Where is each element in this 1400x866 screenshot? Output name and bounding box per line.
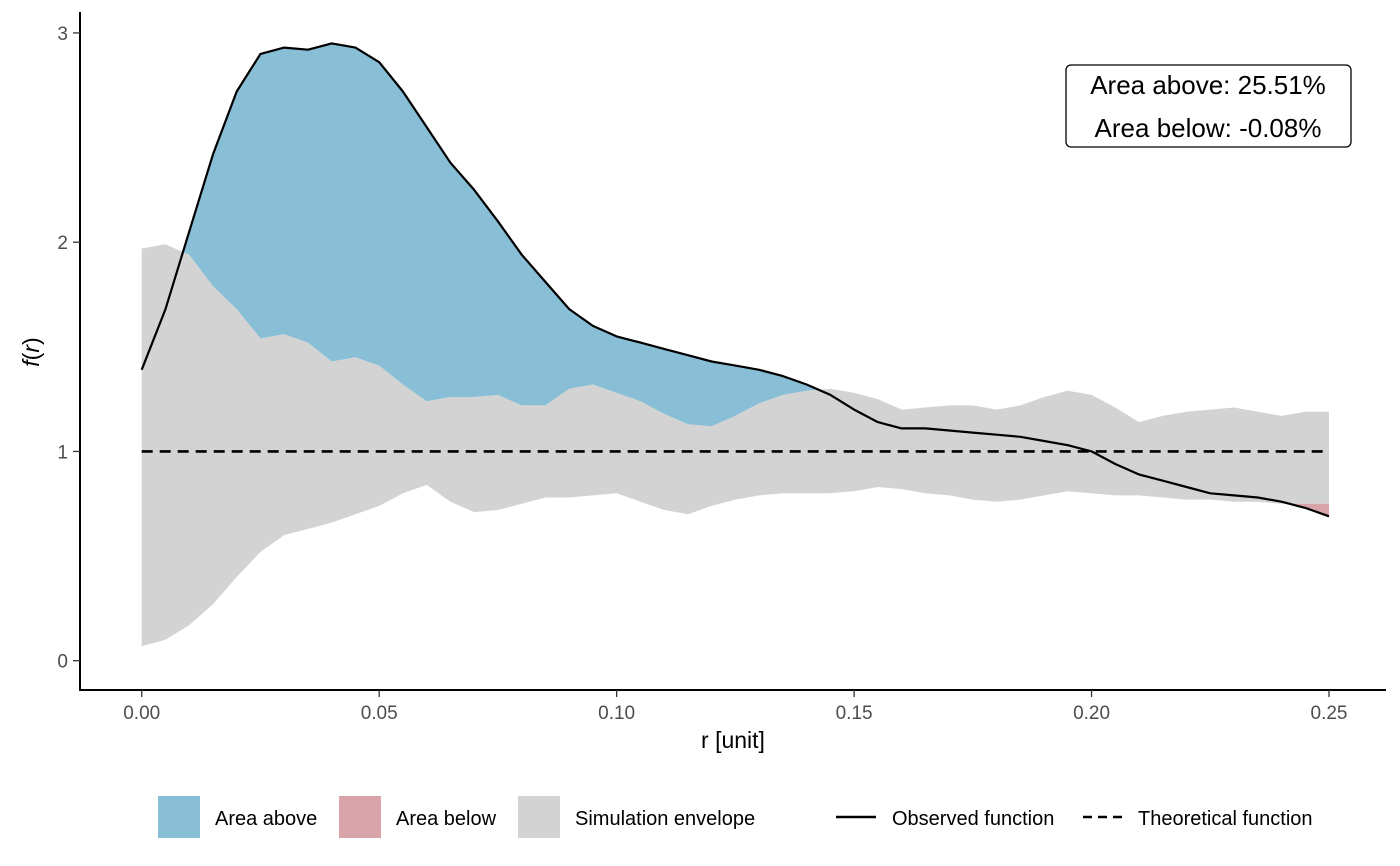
legend-label-envelope: Simulation envelope	[575, 808, 755, 830]
x-ticks: 0.00 0.05 0.10 0.15 0.20 0.25	[123, 690, 1348, 724]
x-tick-label: 0.15	[836, 703, 873, 724]
x-tick-label: 0.20	[1073, 703, 1110, 724]
y-tick-label: 2	[57, 233, 68, 254]
annotation-area-below: Area below: -0.08%	[1095, 113, 1322, 143]
x-tick-label: 0.05	[361, 703, 398, 724]
x-tick-label: 0.10	[598, 703, 635, 724]
annotation-area-above: Area above: 25.51%	[1090, 70, 1326, 100]
legend-key-envelope	[518, 796, 560, 838]
legend-label-area-below: Area below	[396, 808, 497, 830]
y-axis-title: f(r)	[18, 337, 44, 366]
annotation-box	[1065, 64, 1352, 148]
legend-label-theoretical: Theoretical function	[1138, 808, 1313, 830]
y-ticks: 0 1 2 3	[57, 24, 80, 673]
legend-label-observed: Observed function	[892, 808, 1054, 830]
area-above-layer	[183, 43, 819, 427]
function-lines-layer	[140, 42, 1330, 518]
x-tick-label: 0.25	[1311, 703, 1348, 724]
x-axis-title: r [unit]	[701, 727, 765, 753]
legend-key-area-above	[158, 796, 200, 838]
area-below-layer	[1289, 503, 1329, 517]
area-above-region-0	[183, 43, 819, 427]
legend: Area above Area below Simulation envelop…	[158, 796, 1313, 838]
observed-function-line	[140, 42, 1330, 518]
envelope-layer	[141, 244, 1330, 647]
y-tick-label: 3	[57, 24, 68, 45]
area-below-region-0	[1289, 503, 1329, 517]
simulation-envelope-area	[141, 244, 1330, 647]
x-tick-label: 0.00	[123, 703, 160, 724]
y-tick-label: 1	[57, 442, 68, 463]
legend-key-area-below	[339, 796, 381, 838]
y-tick-label: 0	[57, 652, 68, 673]
legend-label-area-above: Area above	[215, 808, 317, 830]
area-annotation: Area above: 25.51% Area below: -0.08%	[1065, 64, 1352, 148]
